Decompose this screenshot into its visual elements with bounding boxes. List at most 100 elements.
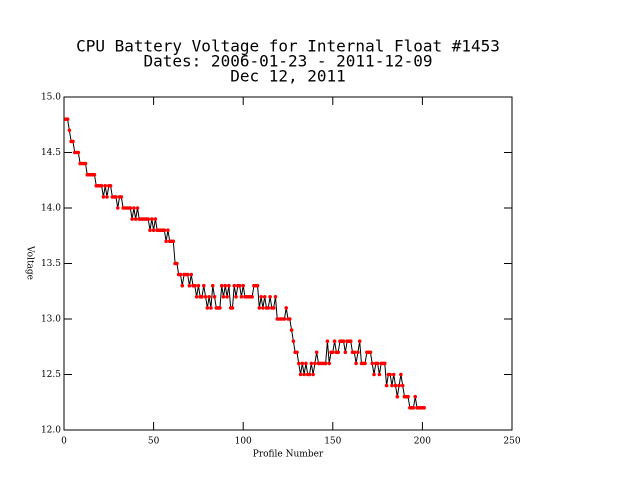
data-point xyxy=(196,283,201,288)
data-point xyxy=(219,283,224,288)
y-tick-label: 13.5 xyxy=(41,259,61,269)
data-point xyxy=(171,239,176,244)
data-point xyxy=(103,184,108,188)
data-point xyxy=(92,172,97,177)
data-point xyxy=(377,372,382,377)
data-point xyxy=(71,139,75,144)
y-tick-label: 12.5 xyxy=(41,370,61,380)
data-point xyxy=(372,372,376,377)
data-point xyxy=(225,295,229,299)
data-point xyxy=(133,217,138,221)
data-point xyxy=(76,150,81,155)
data-point xyxy=(135,206,140,210)
y-tick-label: 14.0 xyxy=(41,204,61,214)
data-point xyxy=(119,195,124,199)
data-point xyxy=(193,283,197,288)
data-point xyxy=(309,361,314,366)
y-tick-label: 14.5 xyxy=(41,148,61,158)
data-point xyxy=(304,361,308,366)
x-tick-label: 250 xyxy=(503,437,520,447)
data-point xyxy=(354,361,358,366)
data-point xyxy=(352,350,357,355)
data-point xyxy=(241,283,245,288)
data-point xyxy=(356,350,360,355)
data-point xyxy=(291,339,296,344)
data-point xyxy=(411,406,416,410)
data-point xyxy=(311,372,315,377)
data-point xyxy=(307,372,312,377)
data-point xyxy=(363,361,367,366)
data-point xyxy=(390,383,394,388)
data-point xyxy=(166,228,170,232)
data-point xyxy=(250,295,254,299)
chart-subtitle: Dates: 2006-01-23 - 2011-12-09 xyxy=(144,52,433,71)
data-point xyxy=(101,195,106,199)
data-point xyxy=(348,339,353,344)
data-point xyxy=(205,306,210,310)
data-point xyxy=(105,195,109,199)
data-point xyxy=(207,295,211,299)
y-axis-label: Voltage xyxy=(25,245,35,280)
data-point xyxy=(271,306,276,310)
data-point xyxy=(268,295,272,299)
x-tick-label: 50 xyxy=(148,437,160,447)
data-point xyxy=(132,206,136,210)
data-point xyxy=(150,217,154,221)
data-point xyxy=(189,272,194,277)
data-point xyxy=(325,339,330,344)
data-point xyxy=(200,295,204,299)
data-point xyxy=(114,195,118,199)
y-tick-label: 12.0 xyxy=(41,426,61,436)
data-point xyxy=(203,295,208,299)
data-point xyxy=(282,317,287,321)
data-point xyxy=(298,372,303,377)
data-point xyxy=(164,239,168,244)
data-point xyxy=(234,295,238,299)
data-point xyxy=(261,306,265,310)
data-point xyxy=(67,128,72,133)
data-point xyxy=(331,350,335,355)
data-point xyxy=(406,394,410,399)
data-point xyxy=(287,317,292,321)
data-point xyxy=(300,361,305,366)
data-point xyxy=(99,184,104,188)
data-point xyxy=(273,295,278,299)
data-point xyxy=(185,272,190,277)
data-point xyxy=(313,361,317,366)
data-point xyxy=(397,383,401,388)
data-point xyxy=(341,339,346,344)
x-tick-label: 150 xyxy=(324,437,341,447)
data-point xyxy=(232,283,237,288)
data-point xyxy=(108,184,113,188)
data-point xyxy=(201,283,206,288)
x-tick-label: 0 xyxy=(61,437,67,447)
data-point xyxy=(314,350,319,355)
x-tick-label: 200 xyxy=(414,437,431,447)
data-point xyxy=(194,295,199,299)
x-axis-label: Profile Number xyxy=(253,450,324,460)
data-point xyxy=(327,361,332,366)
data-point xyxy=(227,283,231,288)
data-point xyxy=(400,383,405,388)
y-tick-label: 15.0 xyxy=(41,93,61,103)
data-point xyxy=(209,306,213,310)
x-tick-label: 100 xyxy=(235,437,252,447)
data-point xyxy=(357,339,362,344)
data-point xyxy=(382,361,387,366)
data-point xyxy=(162,228,167,232)
data-point xyxy=(257,306,262,310)
data-point xyxy=(296,361,301,366)
data-point xyxy=(218,306,222,310)
data-point xyxy=(395,394,400,399)
data-point xyxy=(266,306,271,310)
data-point xyxy=(180,283,185,288)
data-point xyxy=(399,372,403,377)
data-point xyxy=(323,361,328,366)
data-point xyxy=(413,394,418,399)
data-point xyxy=(146,217,151,221)
data-point xyxy=(175,261,179,266)
data-point xyxy=(153,217,158,221)
data-point xyxy=(237,283,242,288)
